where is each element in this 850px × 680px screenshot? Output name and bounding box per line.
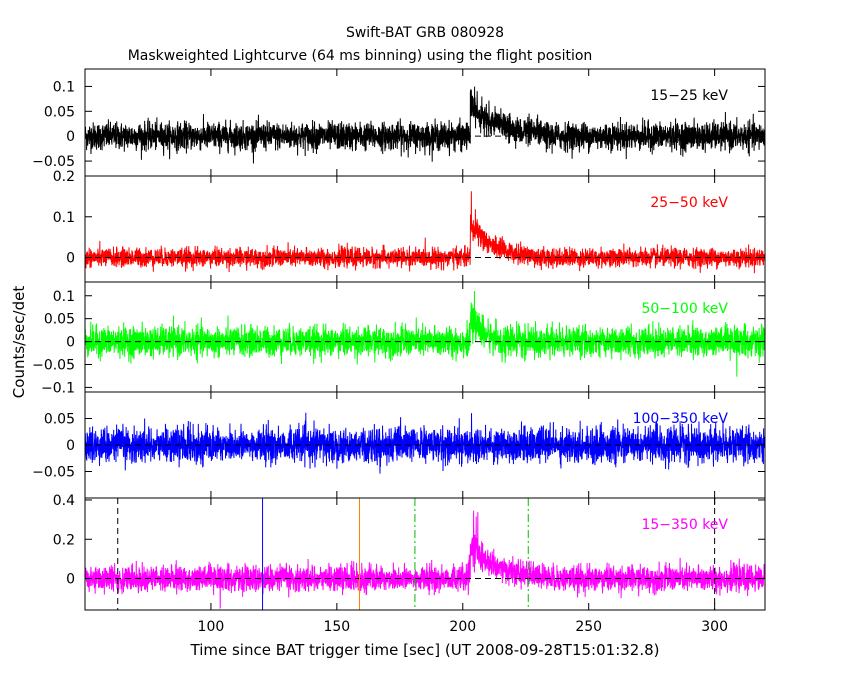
panel-frame-1 [84,68,766,177]
band-label-2: 25−50 keV [650,195,728,211]
y-tick-label-5-1: 0 [66,572,75,588]
lightcurve-1 [84,86,766,164]
chart-subtitle: Maskweighted Lightcurve (64 ms binning) … [128,48,593,64]
y-tick-label-5-3: 0.4 [53,493,75,509]
band-label-1: 15−25 keV [650,88,728,104]
y-tick-label-1-4: 0.1 [53,79,75,95]
y-tick-label-4-1: −0.05 [32,465,75,481]
chart-title: Swift-BAT GRB 080928 [346,25,504,41]
x-tick-label-4: 250 [575,619,602,635]
y-tick-label-1-2: 0 [66,129,75,145]
panel-3: −0.1 −0.05 0 0.05 0.1 50−100 keV [32,281,766,396]
y-axis-label: Counts/sec/det [10,286,28,399]
panel-2: 0 0.1 0.2 25−50 keV [53,169,766,283]
panel-frame-5 [84,497,766,611]
x-tick-label-5: 300 [701,619,728,635]
panel-4: −0.05 0 0.05 100−350 keV [32,391,766,499]
x-tick-label-1: 100 [198,619,225,635]
y-tick-label-2-3: 0.2 [53,169,75,185]
lightcurve-5 [84,510,766,609]
y-tick-label-1-1: −0.05 [32,154,75,170]
y-tick-label-2-2: 0.1 [53,210,75,226]
panel-5: 0 0.2 0.4 15−350 keV [53,493,766,611]
y-tick-label-4-3: 0.05 [44,412,75,428]
x-tick-label-3: 200 [449,619,476,635]
lightcurve-3 [84,290,766,377]
x-tick-label-2: 150 [323,619,350,635]
x-axis-tick-labels: 100 150 200 250 300 [198,619,728,635]
panels-group: −0.05 0 0.05 0.1 15−25 keV 0 0.1 0.2 25−50 keV −0… [32,68,766,611]
y-tick-label-1-3: 0.05 [44,104,75,120]
band-label-5: 15−350 keV [641,517,728,533]
band-label-3: 50−100 keV [641,301,728,317]
y-tick-label-3-3: 0 [66,335,75,351]
y-tick-label-3-5: 0.1 [53,289,75,305]
y-tick-label-3-2: −0.05 [32,358,75,374]
y-tick-label-3-4: 0.05 [44,312,75,328]
band-label-4: 100−350 keV [633,411,729,427]
y-tick-label-2-1: 0 [66,251,75,267]
x-axis-label: Time since BAT trigger time [sec] (UT 20… [190,641,660,659]
y-tick-label-5-2: 0.2 [53,532,75,548]
panel-1: −0.05 0 0.05 0.1 15−25 keV [32,68,766,177]
y-tick-label-4-2: 0 [66,438,75,454]
y-tick-label-3-1: −0.1 [41,380,75,396]
lightcurve-4 [84,412,766,474]
lightcurve-2 [84,191,766,274]
